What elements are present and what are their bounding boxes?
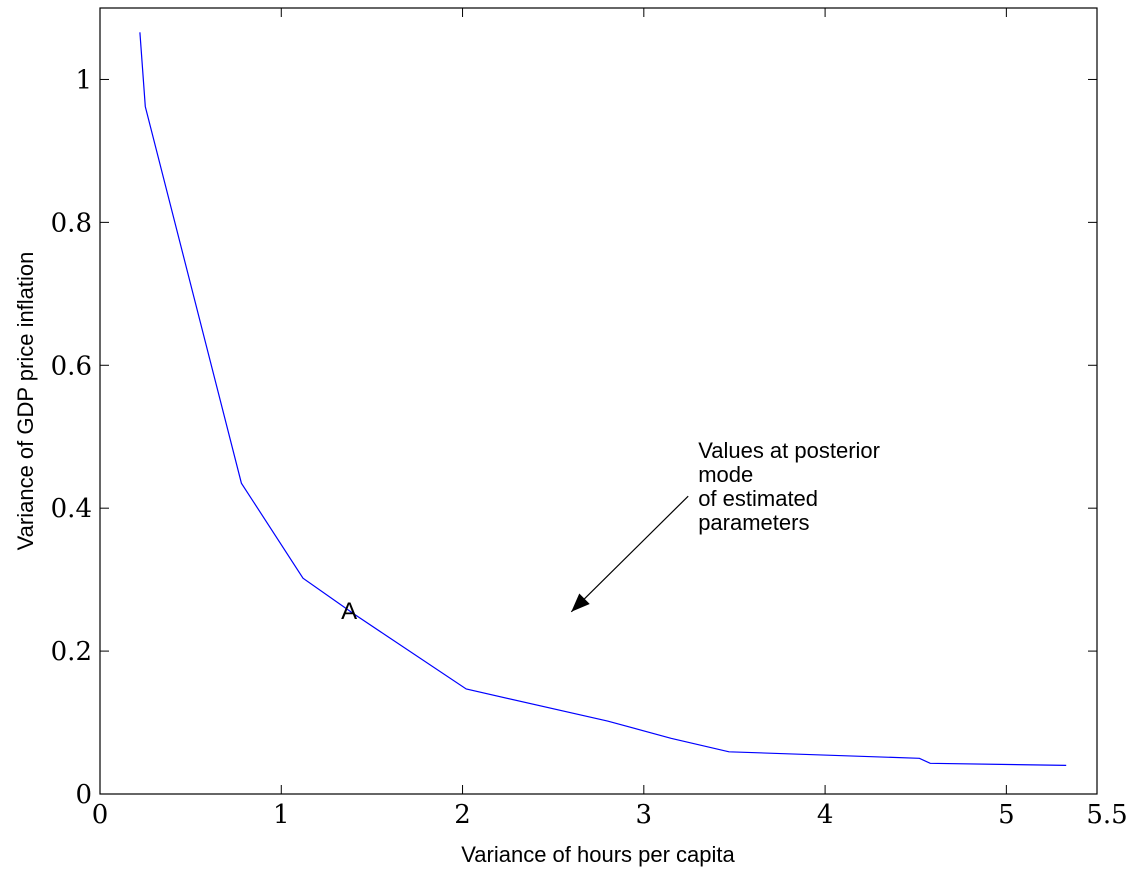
point-label-a: A bbox=[341, 598, 357, 625]
annotation-line: of estimated bbox=[698, 486, 818, 511]
series-line bbox=[139, 32, 1067, 766]
annotation-line: Values at posterior bbox=[698, 438, 880, 463]
x-tick-label: 5 bbox=[998, 800, 1015, 830]
ticks bbox=[99, 8, 1098, 795]
x-tick-label: 4 bbox=[817, 800, 834, 830]
x-tick-label: 0 bbox=[92, 800, 109, 830]
tick-labels: 0 1 2 3 4 5 5.5 0 0.2 0.4 0.6 0.8 1 bbox=[51, 65, 1128, 830]
x-tick-label: 1 bbox=[273, 800, 290, 830]
series-layer bbox=[139, 32, 1067, 766]
annotation-arrow-head bbox=[571, 593, 590, 612]
x-axis-title: Variance of hours per capita bbox=[461, 842, 735, 867]
x-tick-label: 3 bbox=[636, 800, 653, 830]
annotation-arrow-shaft bbox=[570, 495, 689, 613]
y-tick-label: 0.2 bbox=[51, 637, 92, 667]
y-tick-label: 0.8 bbox=[51, 208, 92, 238]
x-tick-label: 5.5 bbox=[1086, 800, 1127, 830]
annotation-line: mode bbox=[698, 462, 753, 487]
y-axis-title: Variance of GDP price inflation bbox=[13, 252, 38, 551]
annotation-text: Values at posterior mode of estimated param… bbox=[698, 438, 880, 535]
x-tick-label: 2 bbox=[454, 800, 471, 830]
y-tick-label: 1 bbox=[75, 65, 92, 95]
annotation-line: parameters bbox=[698, 510, 809, 535]
plot-area bbox=[99, 7, 1098, 795]
annotation-layer: A Values at posterior mode of estimated para… bbox=[341, 438, 880, 625]
y-tick-label: 0 bbox=[75, 780, 92, 810]
y-tick-label: 0.6 bbox=[51, 351, 92, 381]
y-tick-label: 0.4 bbox=[51, 494, 92, 524]
